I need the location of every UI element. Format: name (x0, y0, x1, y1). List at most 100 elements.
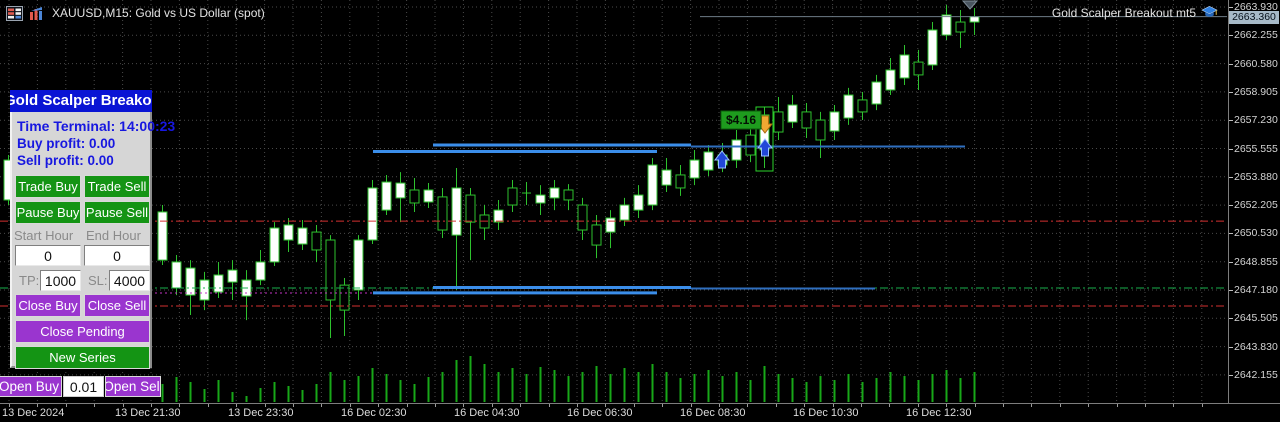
time-axis[interactable]: 13 Dec 2024 13 Dec 21:30 13 Dec 23:30 16 De… (0, 403, 1280, 422)
expert-advisor-cap-icon[interactable] (1201, 5, 1218, 20)
time-axis-label: 16 Dec 02:30 (341, 407, 407, 419)
pause-sell-button[interactable]: Pause Sell (84, 201, 150, 224)
time-axis-tick (491, 404, 493, 407)
trade-sell-button[interactable]: Trade Sell (84, 175, 150, 198)
price-axis-tick (1229, 35, 1233, 37)
time-terminal-text: Time Terminal: 14:00:23 (17, 118, 176, 134)
current-price-box: 2663.360 (1229, 10, 1279, 24)
time-axis-tick (435, 404, 436, 407)
time-axis-tick (1059, 404, 1061, 407)
time-axis-tick (179, 404, 181, 407)
panel-title[interactable]: Gold Scalper Breakout (10, 90, 152, 112)
time-axis-tick (321, 404, 323, 407)
price-axis-tick (1229, 176, 1233, 178)
price-axis[interactable]: 2663.930 2662.255 2660.580 2658.905 2657.230… (1228, 0, 1280, 403)
price-chart[interactable]: $4.16 (0, 0, 1228, 403)
price-axis-label: 2648.855 (1234, 255, 1278, 268)
time-axis-tick (804, 404, 806, 407)
profit-label-bg (720, 110, 762, 130)
price-axis-label: 2658.905 (1234, 85, 1278, 98)
price-axis-label: 2645.505 (1234, 312, 1278, 325)
time-axis-tick (9, 404, 10, 407)
profit-label-text: $4.16 (726, 113, 756, 127)
new-series-button[interactable]: New Series (15, 346, 150, 369)
ea-name-label: Gold Scalper Breakout mt5 (1052, 5, 1218, 20)
price-axis-tick (1229, 7, 1233, 8)
depth-of-market-icon[interactable] (6, 5, 23, 21)
time-axis-tick (293, 404, 294, 407)
time-axis-label: 13 Dec 2024 (2, 407, 65, 419)
time-axis-tick (1173, 404, 1175, 407)
price-axis-label: 2642.155 (1234, 368, 1278, 381)
selected-candle-box[interactable] (755, 106, 774, 172)
time-axis-tick (207, 404, 209, 407)
tp-label: TP: (19, 273, 40, 288)
start-hour-input[interactable] (15, 245, 81, 266)
time-axis-tick (633, 404, 635, 407)
time-axis-tick (1201, 404, 1203, 407)
time-axis-tick (775, 404, 777, 407)
price-axis-tick (1229, 120, 1233, 122)
price-axis-label: 2662.255 (1234, 29, 1278, 42)
time-axis-tick (946, 404, 948, 407)
sl-label: SL: (88, 273, 108, 288)
price-axis-tick (1229, 91, 1233, 93)
volume-bars (161, 356, 976, 402)
time-axis-tick (236, 404, 238, 407)
time-axis-tick (264, 404, 266, 407)
price-axis-tick (1229, 346, 1233, 348)
buy-arrow-marker[interactable] (713, 150, 731, 169)
end-hour-input[interactable] (84, 245, 150, 266)
sl-input[interactable] (109, 270, 150, 291)
time-axis-label: 16 Dec 12:30 (906, 407, 972, 419)
price-axis-tick (1229, 261, 1233, 263)
close-buy-button[interactable]: Close Buy (15, 294, 81, 317)
time-axis-tick (406, 404, 408, 407)
tp-input[interactable] (40, 270, 81, 291)
price-axis-tick (1229, 290, 1233, 291)
time-axis-tick (719, 404, 720, 407)
time-axis-tick (520, 404, 522, 407)
price-axis-label: 2652.205 (1234, 199, 1278, 212)
time-axis-tick (94, 404, 96, 407)
time-axis-tick (463, 404, 465, 407)
pause-buy-button[interactable]: Pause Buy (15, 201, 81, 224)
close-sell-button[interactable]: Close Sell (84, 294, 150, 317)
time-axis-tick (917, 404, 919, 407)
time-axis-label: 13 Dec 21:30 (115, 407, 181, 419)
time-axis-tick (151, 404, 152, 407)
time-axis-tick (1003, 404, 1004, 407)
end-hour-label: End Hour (86, 228, 141, 243)
price-axis-label: 2660.580 (1234, 57, 1278, 70)
time-axis-tick (662, 404, 664, 407)
time-axis-tick (832, 404, 834, 407)
price-axis-tick (1229, 63, 1233, 65)
open-buy-button[interactable]: Open Buy (0, 376, 62, 397)
price-axis-label: 2650.530 (1234, 227, 1278, 240)
time-axis-tick (1116, 404, 1118, 407)
chart-plot-area[interactable]: $4.16 (0, 0, 1228, 403)
time-axis-tick (65, 404, 67, 407)
price-axis-tick (1229, 318, 1233, 320)
open-sell-button[interactable]: Open Sell (105, 376, 161, 397)
chart-bars-icon[interactable] (29, 6, 46, 21)
buy-arrow-marker[interactable] (756, 138, 774, 157)
lot-size-input[interactable] (63, 376, 104, 397)
price-axis-tick (1229, 374, 1233, 376)
horizontal-lines (0, 16, 1227, 307)
time-axis-label: 16 Dec 10:30 (793, 407, 859, 419)
ea-control-panel: Gold Scalper Breakout Time Terminal: 14:… (10, 90, 175, 369)
price-axis-label: 2647.180 (1234, 284, 1278, 296)
time-axis-tick (1088, 404, 1090, 407)
price-axis-tick (1229, 148, 1233, 150)
close-pending-button[interactable]: Close Pending (15, 320, 150, 343)
time-axis-tick (548, 404, 550, 407)
price-axis-tick (1229, 233, 1233, 235)
chart-shift-triangle[interactable] (961, 0, 979, 10)
time-axis-tick (37, 404, 39, 407)
buy-profit-text: Buy profit: 0.00 (17, 136, 116, 151)
trade-buy-button[interactable]: Trade Buy (15, 175, 81, 198)
price-axis-label: 2643.830 (1234, 340, 1278, 353)
chart-title: XAUUSD,M15: Gold vs US Dollar (spot) (52, 6, 265, 20)
